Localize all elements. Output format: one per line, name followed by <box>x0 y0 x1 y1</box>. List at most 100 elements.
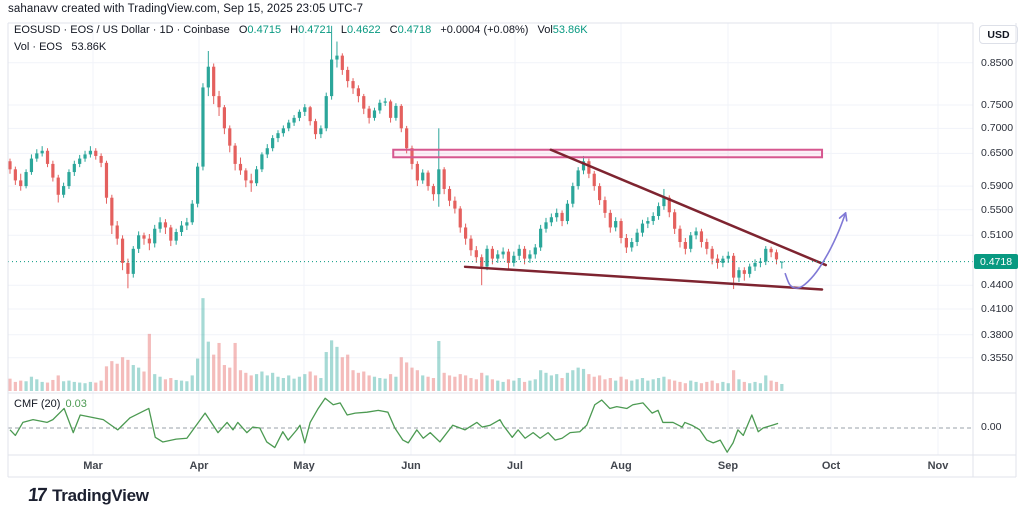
candlestick <box>260 154 264 170</box>
volume-bar <box>640 378 645 391</box>
volume-bar <box>169 378 173 391</box>
volume-bar <box>158 376 162 391</box>
candlestick <box>217 96 221 108</box>
support-trendline <box>463 265 824 291</box>
volume-bar <box>185 381 189 391</box>
volume-bar <box>362 371 366 391</box>
candlestick <box>673 212 677 229</box>
candlestick <box>153 228 157 244</box>
volume-bar <box>308 371 312 391</box>
candlestick <box>19 180 23 187</box>
volume-bar <box>614 380 618 391</box>
volume-bar <box>421 375 425 391</box>
volume-bar <box>45 382 50 391</box>
volume-bar <box>699 383 704 391</box>
candlestick <box>174 232 178 241</box>
candlestick <box>442 169 446 189</box>
candlestick <box>394 105 398 118</box>
candlestick <box>485 248 489 267</box>
candlestick <box>383 101 387 103</box>
candlestick <box>292 117 296 123</box>
candlestick <box>115 225 119 239</box>
candlestick <box>356 88 360 97</box>
candlestick <box>764 248 768 262</box>
low-key: L <box>340 24 347 36</box>
high-value: 0.4721 <box>298 24 332 36</box>
volume-bar <box>19 380 23 391</box>
volume-bar <box>297 376 302 391</box>
candlestick <box>249 180 253 184</box>
candlestick <box>308 107 312 122</box>
candlestick <box>721 258 725 263</box>
volume-bar <box>662 376 666 391</box>
volume-bar <box>351 370 355 391</box>
volume-bar <box>565 372 570 391</box>
volume-bar <box>233 342 237 391</box>
candlestick <box>131 248 135 274</box>
candlestick <box>651 215 655 222</box>
currency-unit-button[interactable]: USD <box>979 25 1018 44</box>
volume-bar <box>394 376 398 391</box>
price-tick-label: 0.7500 <box>981 99 1014 111</box>
candlestick <box>378 102 382 111</box>
volume-bar <box>426 376 430 391</box>
volume-bar <box>281 378 285 391</box>
volume-series-value: 53.86K <box>71 41 107 53</box>
volume-key: Vol <box>537 24 553 36</box>
symbol-legend[interactable]: EOSUSD · EOS / US Dollar · 1D · Coinbase… <box>14 24 588 36</box>
candlestick <box>51 163 55 178</box>
candlestick <box>480 257 484 267</box>
volume-bar <box>163 379 168 391</box>
tradingview-logo-icon: 17 <box>26 485 47 506</box>
projection-arrowhead <box>844 212 848 222</box>
candlestick <box>303 107 307 112</box>
volume-bar <box>769 380 773 391</box>
volume-bar <box>737 379 741 391</box>
volume-bar <box>62 381 66 391</box>
volume-bar <box>705 381 709 391</box>
candlestick <box>774 252 779 260</box>
candlestick <box>447 188 452 201</box>
volume-bar <box>592 376 596 391</box>
volume-legend[interactable]: Vol · EOS 53.86K <box>14 41 106 53</box>
candlestick <box>254 169 259 184</box>
volume-bar <box>346 354 350 391</box>
candlestick <box>506 251 511 263</box>
volume-bar <box>742 381 746 391</box>
tradingview-logo[interactable]: 17 TradingView <box>26 485 149 507</box>
volume-bar <box>88 381 92 391</box>
cmf-indicator-legend[interactable]: CMF (20) 0.03 <box>14 398 87 410</box>
candlestick <box>715 258 720 263</box>
candlestick <box>330 59 334 97</box>
candlestick <box>640 223 645 233</box>
candlestick <box>705 242 709 249</box>
volume-bar <box>512 380 516 391</box>
volume-bar <box>598 375 602 391</box>
volume-bar <box>480 372 484 391</box>
candlestick <box>587 161 591 174</box>
candlestick <box>206 66 210 88</box>
candlestick <box>297 111 302 118</box>
volume-bar <box>410 367 414 391</box>
volume-bar <box>292 378 296 391</box>
volume-bar <box>758 383 762 391</box>
volume-bar <box>517 378 521 391</box>
volume-bar <box>732 370 736 391</box>
volume-bar <box>356 372 360 391</box>
volume-bar <box>78 382 82 391</box>
candlestick <box>137 235 141 249</box>
volume-bar <box>431 378 436 391</box>
volume-bar <box>549 375 553 391</box>
volume-bar <box>217 342 221 391</box>
candlestick <box>656 206 661 216</box>
candlestick <box>512 255 516 263</box>
candlestick <box>8 161 12 170</box>
volume-bar <box>51 379 55 391</box>
volume-bar <box>683 383 687 391</box>
candlestick <box>142 235 146 239</box>
volume-bar <box>179 380 184 391</box>
volume-bar <box>694 381 698 391</box>
candlestick <box>464 227 468 239</box>
